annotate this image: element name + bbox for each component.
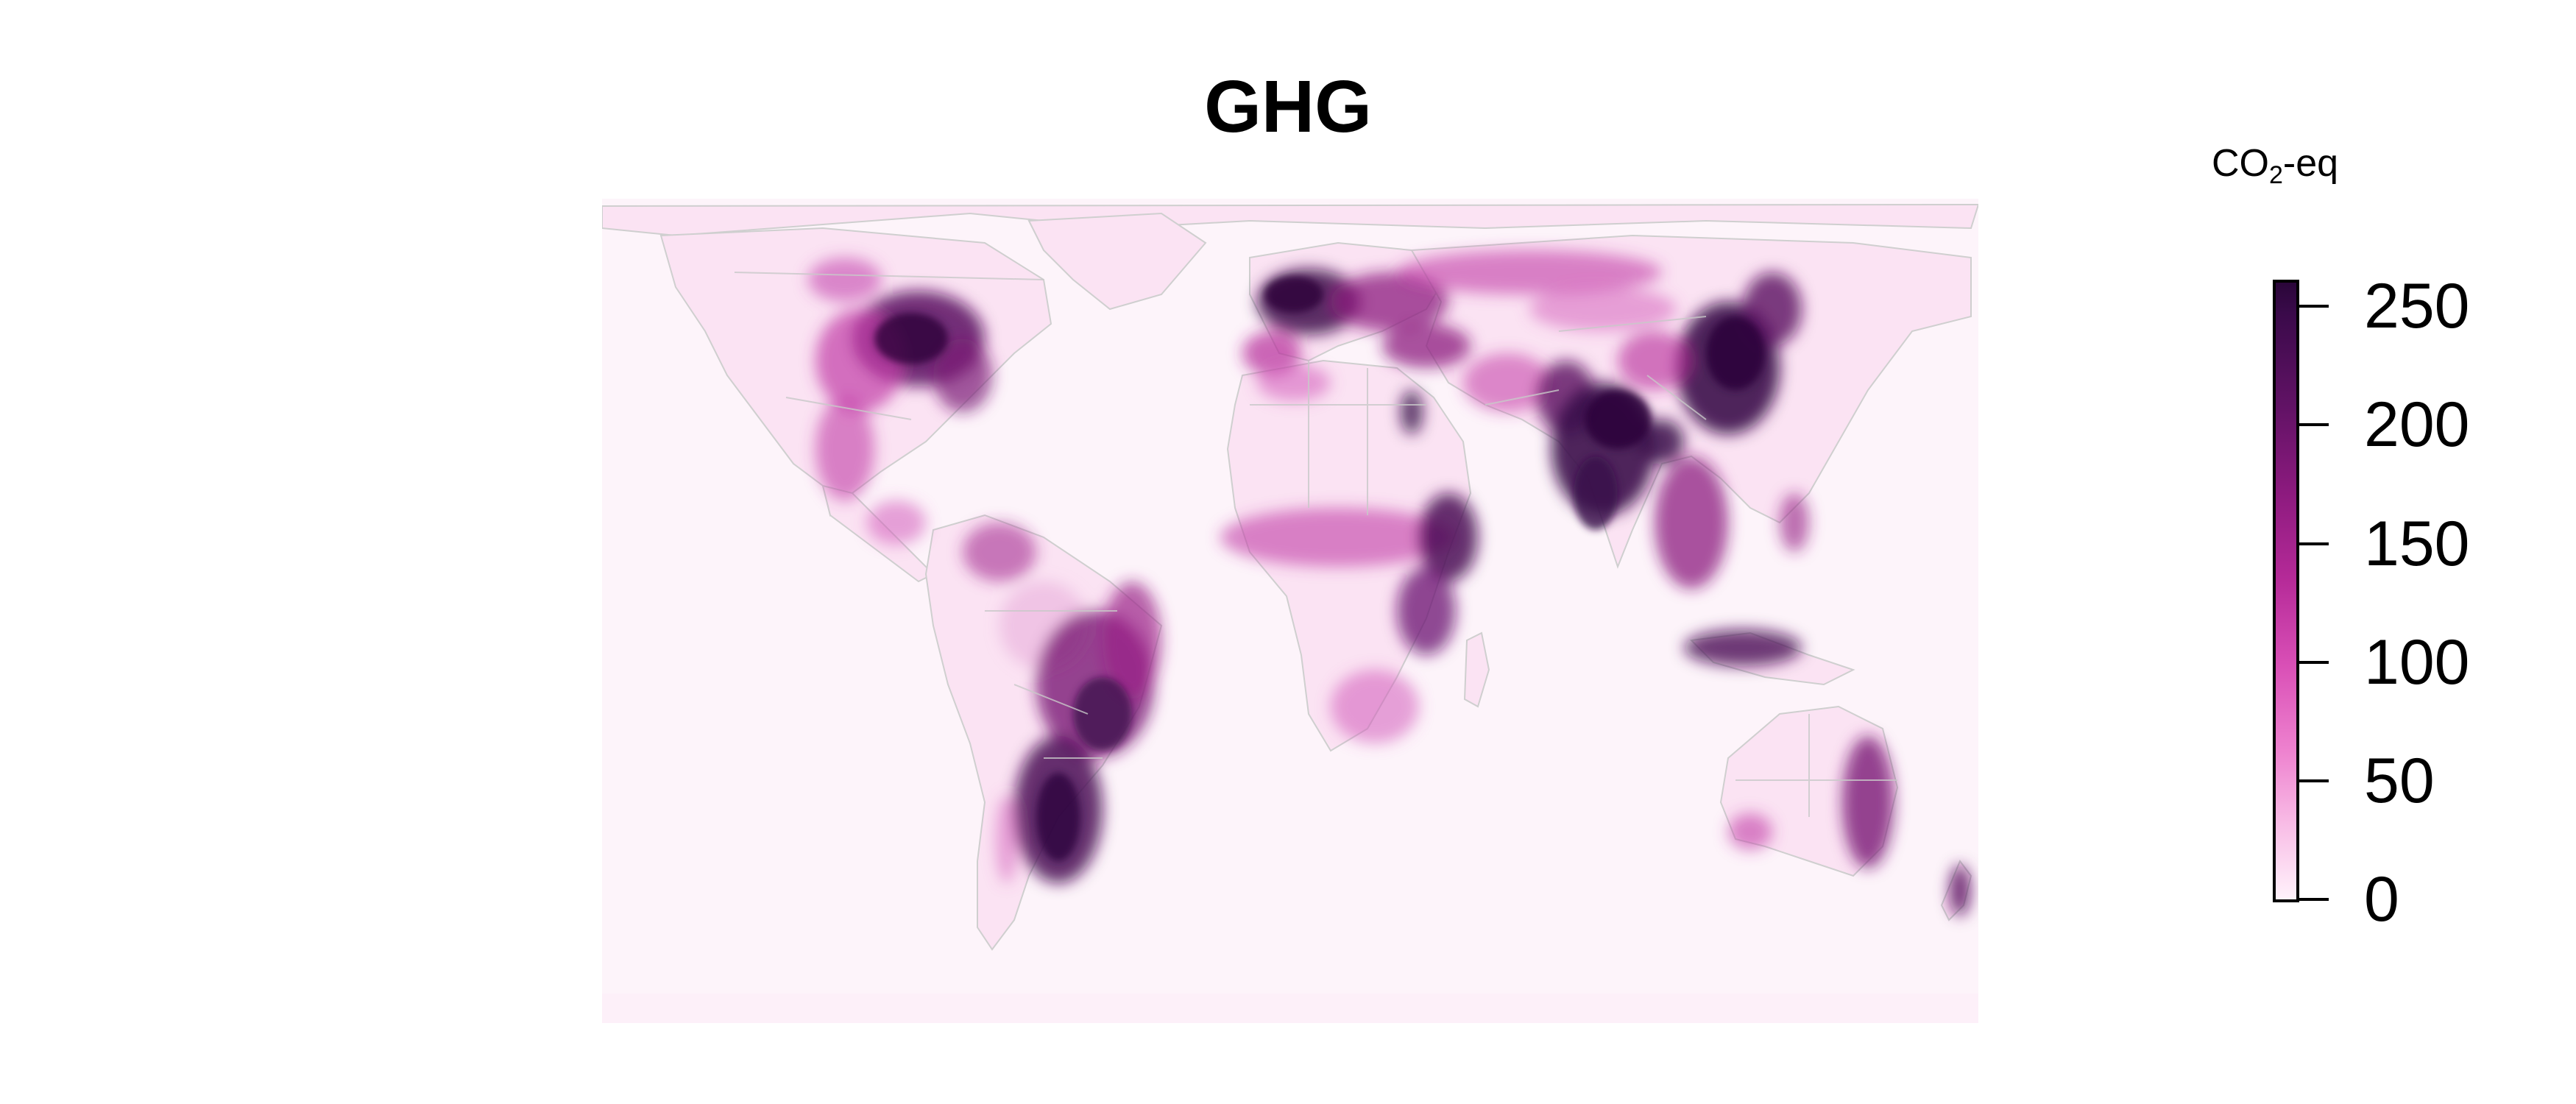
hotspot-mexico: [815, 397, 874, 500]
core-india-south: [1574, 456, 1618, 530]
landmass-madagascar: [1463, 631, 1490, 708]
hotspot-colombia-venezuela: [963, 523, 1036, 581]
map-title: GHG: [1204, 66, 1372, 148]
core-india-gangetic: [1585, 390, 1651, 449]
hotspot-chile: [996, 795, 1018, 883]
border-sahara-lines: [1250, 361, 1426, 515]
border-us-canada: [734, 272, 1044, 280]
legend-tick: [2296, 305, 2329, 308]
hotspot-us-east: [933, 339, 992, 412]
border-us-mexico: [785, 397, 912, 420]
core-europe: [1264, 276, 1323, 313]
legend-tick: [2296, 542, 2329, 545]
hotspot-maghreb: [1257, 364, 1331, 401]
hotspot-sahel: [1220, 508, 1456, 567]
world-map: [602, 199, 1978, 1023]
hotspot-indochina: [1655, 456, 1728, 589]
legend-tick-label: 150: [2364, 508, 2470, 579]
hotspot-southern-africa: [1331, 670, 1419, 743]
legend-tick: [2296, 779, 2329, 782]
legend-tick: [2296, 423, 2329, 427]
border-south-america-lines: [985, 610, 1117, 759]
emission-cores: [874, 276, 1765, 861]
landmass-antarctic: [602, 994, 1978, 1023]
legend-tick-label: 250: [2364, 271, 2470, 342]
border-australia-lines: [1735, 714, 1897, 817]
hotspot-east-africa: [1397, 567, 1456, 655]
hotspot-central-america: [867, 500, 926, 545]
core-pampas: [1036, 773, 1080, 861]
legend-colorbar: [2273, 280, 2299, 902]
hotspot-middle-east: [1463, 353, 1551, 412]
hotspot-philippines: [1780, 493, 1809, 552]
hotspot-china-west: [1618, 331, 1691, 390]
country-borders: [734, 272, 1897, 817]
hotspot-europe-east: [1331, 272, 1448, 331]
hotspot-ethiopia: [1419, 493, 1478, 581]
legend-tick-label: 200: [2364, 389, 2470, 461]
legend-unit-label: CO2-eq: [2212, 142, 2339, 189]
legend-tick: [2296, 660, 2329, 664]
border-asia-lines: [1485, 316, 1707, 420]
core-us-corn-belt: [874, 313, 948, 364]
legend-tick-label: 0: [2364, 864, 2399, 935]
hotspot-indonesia: [1684, 629, 1802, 666]
hotspot-bangladesh: [1640, 420, 1684, 464]
hotspot-nile: [1401, 390, 1423, 434]
legend-tick-label: 100: [2364, 626, 2470, 698]
landmass-arctic: [602, 203, 1978, 237]
hotspot-china-northeast: [1743, 272, 1802, 346]
legend-tick: [2296, 898, 2329, 901]
hotspot-new-zealand: [1950, 865, 1970, 916]
core-brazil: [1073, 677, 1132, 751]
hotspot-canada-prairie: [808, 258, 882, 302]
hotspot-australia-southwest: [1728, 813, 1772, 850]
hotspot-australia-east: [1842, 736, 1894, 868]
hotspot-turkey-caucasus: [1382, 324, 1471, 368]
hotspot-russia-belt: [1397, 250, 1662, 294]
hotspot-mongolia-kazakh: [1529, 287, 1677, 331]
core-china-plain: [1706, 316, 1765, 390]
hotspot-iberia: [1242, 331, 1301, 375]
landmass-greenland: [1027, 212, 1207, 311]
legend-tick-label: 50: [2364, 745, 2435, 816]
